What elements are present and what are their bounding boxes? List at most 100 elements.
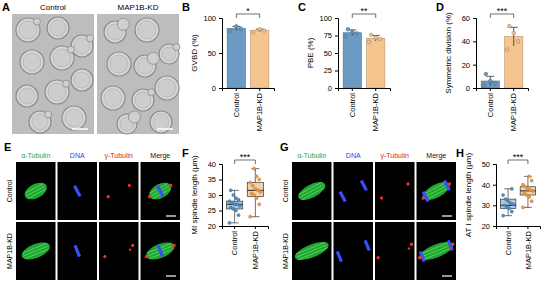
bar (227, 29, 245, 89)
chart-panel: 20304050AT I spindle length (µm)ControlM… (464, 152, 541, 270)
polar-body (117, 18, 129, 30)
polar-body (68, 46, 75, 53)
image-column-label: MAP1B-KD (118, 3, 159, 12)
y-tick-mark (473, 41, 476, 42)
micrograph (12, 14, 94, 134)
y-tick: 50 (482, 160, 496, 169)
oocyte-cytoplasm (50, 20, 66, 36)
marks (481, 24, 523, 88)
y-axis: 0255075100 (319, 14, 338, 93)
micrograph (334, 162, 374, 220)
y-tick-mark (493, 226, 496, 227)
data-point (255, 197, 258, 200)
micrograph (417, 162, 457, 220)
image-row-label: Control (6, 179, 13, 202)
micrograph-background (58, 162, 98, 220)
x-tick-mark (375, 88, 376, 91)
x-tick: Control (348, 88, 357, 117)
marks (227, 25, 269, 88)
polar-body (34, 18, 41, 25)
significance-label: *** (497, 6, 508, 16)
data-point (523, 191, 526, 194)
panel-label: H (456, 147, 464, 159)
y-tick-mark (493, 164, 496, 165)
y-tick-mark (335, 53, 338, 54)
x-axis: ControlMAP1B-KD (223, 226, 269, 269)
polar-body (129, 111, 141, 123)
x-tick: MAP1B-KD (371, 88, 380, 131)
spindle-fiber (420, 242, 450, 254)
y-tick: 25 (208, 206, 222, 215)
oocyte (29, 111, 51, 133)
y-axis: 2025303540 (208, 160, 223, 231)
data-point (249, 181, 252, 184)
spindle-pole (144, 255, 148, 259)
micrograph (141, 222, 181, 280)
data-point (516, 40, 520, 44)
y-tick-label: 60 (462, 14, 470, 23)
x-tick: Control (230, 226, 239, 255)
spindle-fiber (299, 182, 322, 194)
image-row-label: Control (282, 179, 289, 202)
panel-label: G (280, 141, 289, 153)
significance-label: *** (513, 152, 524, 162)
y-tick-label: 0 (328, 84, 332, 93)
micrograph-background (58, 222, 98, 280)
data-point (258, 178, 261, 181)
data-point (488, 79, 492, 83)
micrograph-background (375, 162, 415, 220)
y-tick-mark (219, 18, 222, 19)
oocyte (50, 46, 74, 70)
chromosomes (157, 245, 164, 257)
oocyte-cytoplasm (65, 109, 83, 127)
x-tick-label: MAP1B-KD (509, 92, 518, 131)
data-point (229, 189, 232, 192)
chromosomes (336, 251, 343, 262)
y-tick: 25 (324, 66, 338, 75)
data-point (255, 175, 258, 178)
y-tick: 30 (482, 201, 496, 210)
x-axis: Control MAP1B-KD (339, 88, 391, 131)
micrograph (99, 162, 139, 220)
spindle-fiber (297, 245, 327, 257)
data-point (378, 37, 382, 41)
oocyte (62, 106, 86, 130)
image-column-label: Merge (150, 152, 170, 160)
y-tick-mark (335, 88, 338, 89)
significance-label: * (246, 6, 250, 16)
bar (343, 33, 361, 88)
x-tick-label: Control (504, 231, 513, 256)
oocyte-cytoplasm (23, 53, 41, 71)
y-tick: 50 (208, 49, 222, 58)
data-point (355, 32, 359, 36)
data-point (528, 175, 531, 178)
x-tick-label: Control (486, 93, 495, 118)
data-point (250, 192, 253, 195)
y-axis-line (473, 19, 477, 89)
spindle-fiber (25, 249, 49, 259)
x-tick-mark (490, 88, 491, 91)
spindle-pole (379, 196, 383, 200)
data-point (370, 33, 374, 37)
micrograph (58, 162, 98, 220)
y-tick-mark (473, 18, 476, 19)
y-tick: 40 (208, 160, 222, 169)
y-tick-label: 30 (208, 191, 216, 200)
spindle-pole (447, 182, 451, 186)
image-row-label: MAP1B-KD (282, 233, 289, 269)
data-point (234, 25, 238, 29)
spindle-pole (103, 255, 107, 259)
y-axis-label: PBE (%) (306, 37, 315, 68)
y-tick-label: 75 (324, 31, 332, 40)
y-tick-label: 40 (208, 160, 216, 169)
y-tick: 0 (466, 84, 476, 93)
micrograph (16, 222, 56, 280)
micrograph-background (97, 14, 179, 134)
data-point (237, 214, 240, 217)
y-tick-label: 100 (319, 14, 332, 23)
y-tick: 60 (462, 14, 476, 23)
data-point (258, 203, 261, 206)
oocyte (16, 18, 40, 42)
spindle-pole (449, 247, 452, 250)
y-axis-label: AT I spindle length (µm) (464, 152, 473, 237)
